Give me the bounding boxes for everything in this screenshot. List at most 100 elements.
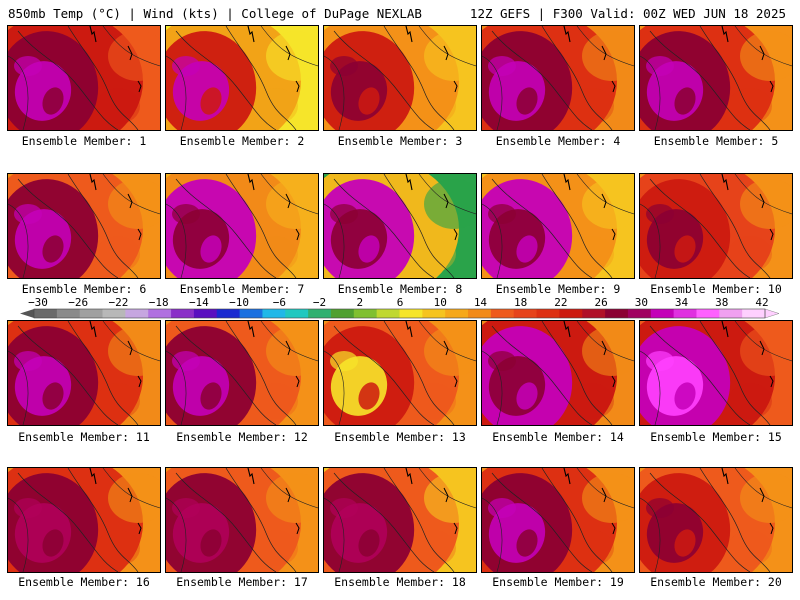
temperature-map-20 <box>640 468 792 572</box>
temperature-colorbar <box>20 308 780 319</box>
colorbar-segment <box>56 309 81 318</box>
temperature-map-12 <box>166 321 318 425</box>
colorbar-segment <box>239 309 263 318</box>
temperature-map-13 <box>324 321 476 425</box>
colorbar-segment <box>696 309 720 318</box>
temperature-map-17 <box>166 468 318 572</box>
colorbar-max-arrow <box>764 308 780 319</box>
temperature-map-3 <box>324 26 476 130</box>
header-run-info: 12Z GEFS | F300 Valid: 00Z WED JUN 18 20… <box>469 6 786 21</box>
colorbar-tick-label: −30 <box>28 296 48 309</box>
ensemble-member-label: Ensemble Member: 20 <box>650 575 782 589</box>
ensemble-member-label: Ensemble Member: 10 <box>650 282 782 296</box>
ensemble-member-label: Ensemble Member: 19 <box>492 575 624 589</box>
colorbar-segment <box>422 309 446 318</box>
ensemble-panel-10 <box>639 173 793 279</box>
temperature-map-16 <box>8 468 160 572</box>
ensemble-panel-19 <box>481 467 635 573</box>
colorbar-segment <box>673 309 697 318</box>
colorbar-segment <box>719 309 743 318</box>
ensemble-panel-9 <box>481 173 635 279</box>
colorbar-segment <box>34 309 58 318</box>
colorbar-outline <box>33 308 766 319</box>
ensemble-member-label: Ensemble Member: 9 <box>495 282 621 296</box>
colorbar-segment <box>262 309 286 318</box>
colorbar-segment <box>102 309 126 318</box>
temperature-map-11 <box>8 321 160 425</box>
temperature-map-7 <box>166 174 318 278</box>
ensemble-panel-5 <box>639 25 793 131</box>
colorbar-segment <box>468 309 492 318</box>
colorbar-segment <box>353 309 378 318</box>
colorbar-tick-label: 30 <box>634 296 648 309</box>
colorbar-tick-label: −26 <box>68 296 89 309</box>
colorbar-tick-label: 6 <box>396 296 404 309</box>
ensemble-member-label: Ensemble Member: 11 <box>18 430 150 444</box>
temperature-map-10 <box>640 174 792 278</box>
ensemble-member-label: Ensemble Member: 4 <box>495 134 621 148</box>
colorbar-segment <box>193 309 218 318</box>
ensemble-member-label: Ensemble Member: 6 <box>21 282 147 296</box>
colorbar-segment <box>376 309 400 318</box>
colorbar-tick-label: 22 <box>554 296 568 309</box>
ensemble-panel-17 <box>165 467 319 573</box>
temperature-map-6 <box>8 174 160 278</box>
ensemble-panel-6 <box>7 173 161 279</box>
colorbar-tick-label: −22 <box>108 296 129 309</box>
colorbar-segment <box>308 309 332 318</box>
ensemble-panel-2 <box>165 25 319 131</box>
colorbar-segment <box>627 309 652 318</box>
ensemble-member-label: Ensemble Member: 15 <box>650 430 782 444</box>
header-title: 850mb Temp (°C) | Wind (kts) | College o… <box>8 6 422 21</box>
colorbar-segment <box>330 309 355 318</box>
colorbar-tick-label: 10 <box>433 296 447 309</box>
temperature-map-4 <box>482 26 634 130</box>
colorbar-tick-label: 26 <box>594 296 608 309</box>
colorbar-tick-label: 2 <box>356 296 364 309</box>
colorbar-min-arrow <box>20 309 34 318</box>
ensemble-member-label: Ensemble Member: 1 <box>21 134 147 148</box>
ensemble-panel-15 <box>639 320 793 426</box>
ensemble-panel-8 <box>323 173 477 279</box>
colorbar-segment <box>650 309 675 318</box>
ensemble-panel-7 <box>165 173 319 279</box>
colorbar-segment <box>171 309 195 318</box>
temperature-map-1 <box>8 26 160 130</box>
colorbar-segment <box>742 309 766 318</box>
colorbar-segment <box>490 309 515 318</box>
ensemble-member-label: Ensemble Member: 12 <box>176 430 308 444</box>
ensemble-panel-18 <box>323 467 477 573</box>
colorbar-tick-label: 42 <box>755 296 769 309</box>
ensemble-member-label: Ensemble Member: 14 <box>492 430 624 444</box>
colorbar-tick-label: −6 <box>272 296 286 309</box>
temperature-map-2 <box>166 26 318 130</box>
temperature-map-9 <box>482 174 634 278</box>
ensemble-panel-20 <box>639 467 793 573</box>
colorbar-segment <box>513 309 538 318</box>
temperature-map-18 <box>324 468 476 572</box>
ensemble-member-label: Ensemble Member: 7 <box>179 282 305 296</box>
colorbar-segment <box>148 309 172 318</box>
ensemble-panel-14 <box>481 320 635 426</box>
ensemble-member-label: Ensemble Member: 5 <box>653 134 779 148</box>
colorbar-segment <box>559 309 583 318</box>
ensemble-member-label: Ensemble Member: 16 <box>18 575 150 589</box>
temperature-map-5 <box>640 26 792 130</box>
colorbar-tick-label: 38 <box>715 296 729 309</box>
ensemble-panel-4 <box>481 25 635 131</box>
ensemble-panel-3 <box>323 25 477 131</box>
ensemble-panel-11 <box>7 320 161 426</box>
colorbar-segment <box>216 309 241 318</box>
temperature-map-15 <box>640 321 792 425</box>
colorbar-tick-label: −14 <box>188 296 209 309</box>
temperature-map-19 <box>482 468 634 572</box>
colorbar-tick-label: −2 <box>312 296 327 309</box>
ensemble-member-label: Ensemble Member: 8 <box>337 282 463 296</box>
ensemble-panel-13 <box>323 320 477 426</box>
colorbar-segment <box>605 309 629 318</box>
temperature-map-14 <box>482 321 634 425</box>
ensemble-member-label: Ensemble Member: 2 <box>179 134 305 148</box>
colorbar-segment <box>399 309 423 318</box>
colorbar-tick-label: 34 <box>674 296 689 309</box>
colorbar-segment <box>79 309 104 318</box>
